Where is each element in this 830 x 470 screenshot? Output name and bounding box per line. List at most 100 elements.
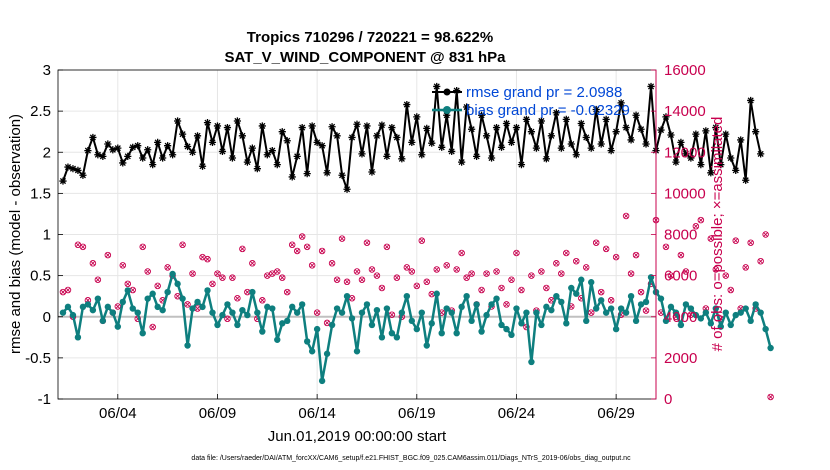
obs-assimilated-marker	[553, 260, 559, 266]
obs-assimilated-marker	[309, 262, 315, 268]
rmse-point	[129, 143, 137, 151]
bias-point	[398, 309, 406, 316]
rmse-point	[84, 147, 92, 155]
y2-tick-label: 0	[664, 391, 672, 408]
bias-point	[388, 330, 396, 337]
rmse-point	[512, 123, 521, 132]
obs-possible-marker	[174, 292, 181, 300]
bias-point	[602, 309, 610, 316]
rmse-point	[154, 138, 162, 146]
obs-assimilated-marker	[75, 242, 81, 248]
bias-point	[528, 358, 535, 366]
y-tick-label: 0	[43, 309, 51, 326]
rmse-point	[398, 155, 406, 163]
rmse-point	[752, 128, 760, 136]
obs-assimilated-marker	[593, 240, 599, 246]
bias-point	[343, 292, 351, 300]
obs-assimilated-marker	[264, 273, 270, 279]
bias-point	[672, 309, 680, 316]
obs-possible-marker	[742, 264, 749, 271]
obs-assimilated-marker	[693, 223, 699, 229]
rmse-point	[149, 160, 157, 169]
obs-possible-marker	[677, 251, 685, 259]
y-tick-label: 2	[43, 144, 51, 161]
bias-point	[144, 295, 151, 302]
bias-point	[657, 295, 665, 302]
bias-point	[279, 320, 286, 327]
obs-assimilated-marker	[389, 312, 395, 318]
obs-assimilated-marker	[758, 258, 764, 264]
obs-assimilated-marker	[469, 271, 475, 277]
obs-assimilated-marker	[304, 244, 310, 250]
obs-assimilated-marker	[190, 271, 196, 277]
bias-point	[727, 321, 734, 329]
bias-point	[607, 305, 615, 312]
rmse-point	[263, 151, 271, 159]
bias-point	[94, 295, 102, 302]
rmse-point	[572, 151, 580, 159]
obs-assimilated-marker	[658, 310, 664, 316]
bias-point	[164, 288, 171, 296]
obs-possible-marker	[353, 268, 361, 275]
y-tick-label: 3	[43, 62, 51, 79]
obs-possible-marker	[563, 249, 570, 257]
obs-assimilated-marker	[219, 275, 225, 281]
obs-possible-marker	[727, 286, 735, 294]
rmse-point	[268, 147, 276, 155]
bias-point	[468, 317, 475, 325]
rmse-point	[423, 124, 431, 132]
rmse-point	[428, 139, 436, 147]
obs-assimilated-marker	[204, 256, 211, 262]
obs-assimilated-marker	[498, 285, 505, 291]
x-tick-label: 06/29	[597, 405, 635, 422]
rmse-point	[59, 177, 67, 185]
obs-possible-marker	[403, 264, 411, 271]
rmse-point	[463, 103, 471, 111]
rmse-point	[114, 144, 122, 152]
rmse-point	[383, 152, 391, 160]
rmse-point	[208, 138, 217, 146]
bias-point	[209, 309, 216, 316]
bias-point	[533, 309, 540, 316]
rmse-point	[757, 150, 765, 158]
y2-tick-label: 8000	[664, 227, 697, 244]
rmse-point	[692, 130, 700, 138]
obs-possible-marker	[637, 288, 645, 296]
obs-assimilated-marker	[409, 268, 415, 275]
rmse-point	[627, 136, 635, 144]
rmse-point	[89, 133, 97, 142]
bias-point	[313, 325, 321, 333]
rmse-point	[363, 122, 371, 130]
bias-point	[378, 334, 386, 341]
obs-possible-marker	[313, 309, 321, 316]
obs-possible-marker	[627, 270, 635, 277]
bias-point	[538, 321, 545, 329]
obs-possible-marker	[498, 284, 505, 292]
x-tick-label: 06/14	[298, 405, 336, 422]
obs-assimilated-marker	[419, 238, 425, 244]
obs-possible-marker	[209, 280, 216, 288]
bias-point	[518, 320, 525, 327]
obs-possible-marker	[308, 262, 316, 269]
y-tick-label: 1.5	[30, 185, 51, 202]
rmse-point	[527, 128, 536, 136]
obs-assimilated-marker	[130, 287, 136, 293]
rmse-point	[109, 146, 117, 154]
obs-possible-marker	[154, 282, 161, 290]
obs-possible-marker	[179, 241, 186, 249]
rmse-point	[667, 131, 675, 139]
obs-assimilated-marker	[175, 293, 181, 299]
bias-point	[368, 321, 376, 329]
rmse-point	[622, 123, 630, 132]
rmse-point	[228, 154, 237, 162]
obs-possible-marker	[408, 268, 416, 275]
rmse-point	[238, 132, 246, 140]
obs-possible-marker	[214, 270, 221, 277]
rmse-point	[388, 123, 396, 132]
bias-point	[124, 287, 131, 294]
bias-point	[523, 309, 530, 316]
rmse-point	[747, 96, 755, 105]
series-lines	[59, 82, 774, 385]
obs-possible-marker	[393, 274, 401, 281]
obs-possible-marker	[508, 276, 515, 283]
